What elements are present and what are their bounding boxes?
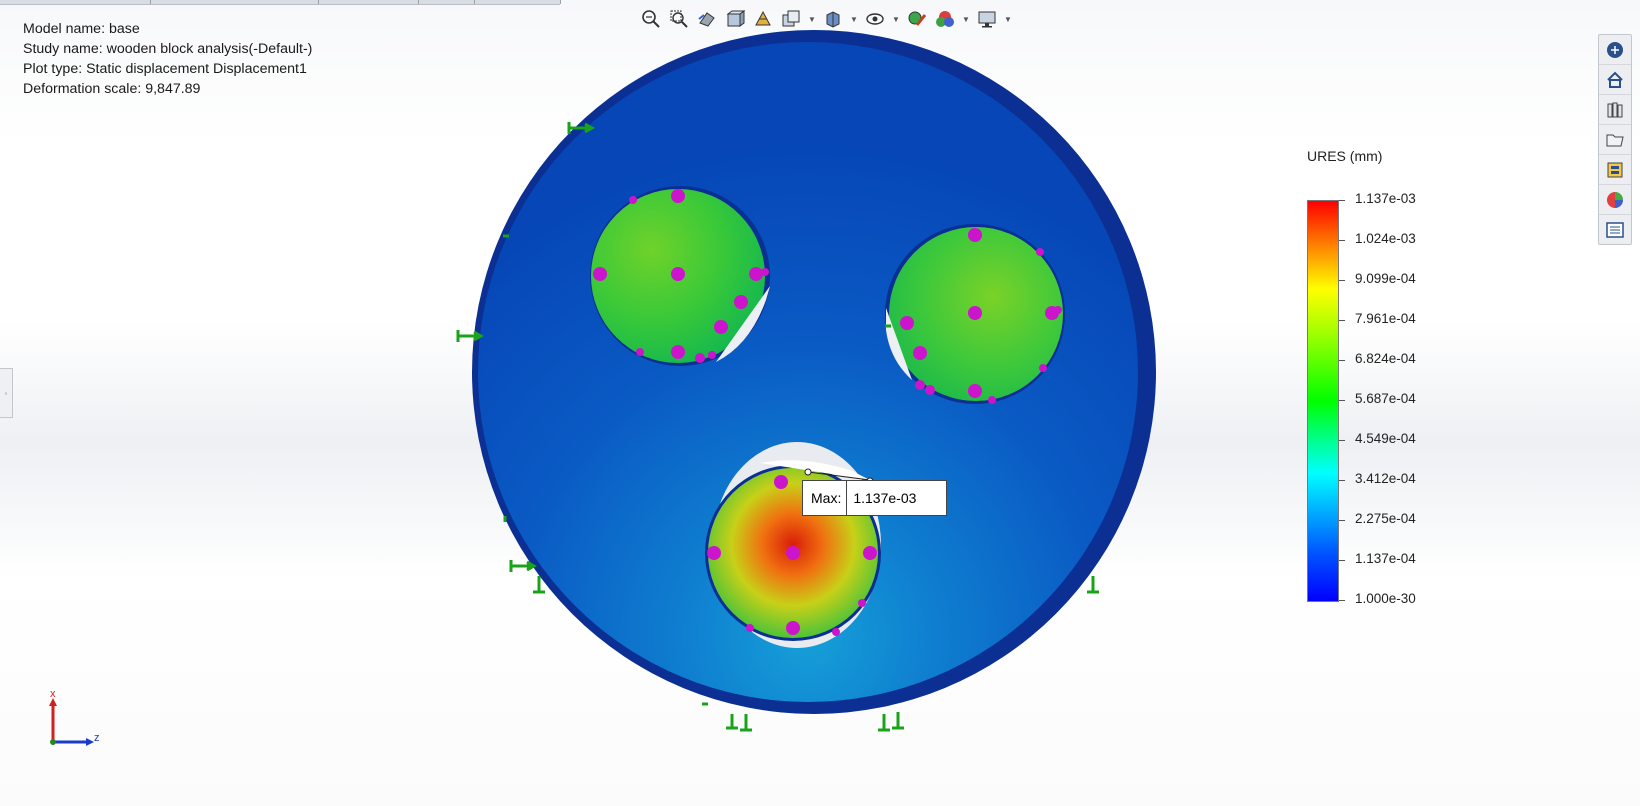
legend-tick	[1339, 560, 1345, 561]
heads-up-toolbar: ▼ ▼ ▼ ▼ ▼	[640, 7, 1012, 31]
display-style-icon[interactable]	[822, 8, 844, 30]
plot-info: Model name: base Study name: wooden bloc…	[23, 19, 312, 99]
appearances-scenes-icon[interactable]	[1599, 185, 1631, 215]
legend-value: 1.137e-04	[1355, 551, 1416, 566]
legend-tick	[1339, 440, 1345, 441]
tab[interactable]	[318, 0, 419, 4]
tab[interactable]	[474, 0, 561, 4]
view-settings-dropdown-icon[interactable]: ▼	[1004, 14, 1012, 24]
legend-value: 3.412e-04	[1355, 471, 1416, 486]
legend-value: 7.961e-04	[1355, 311, 1416, 326]
plot-type: Plot type: Static displacement Displacem…	[23, 61, 307, 77]
max-annotation[interactable]: Max: 1.137e-03	[802, 480, 948, 516]
legend-tick	[1339, 200, 1345, 201]
legend-tick	[1339, 480, 1345, 481]
legend-value: 2.275e-04	[1355, 511, 1416, 526]
legend-value: 9.099e-04	[1355, 271, 1416, 286]
load-points	[593, 189, 1062, 636]
fixture-symbols	[456, 122, 1099, 732]
home-icon[interactable]	[1599, 65, 1631, 95]
coordinate-triad	[49, 698, 94, 746]
apply-scene-icon[interactable]	[934, 8, 956, 30]
legend-value: 4.549e-04	[1355, 431, 1416, 446]
model-name: Model name: base	[23, 21, 140, 37]
apply-scene-dropdown-icon[interactable]: ▼	[962, 14, 970, 24]
view-settings-icon[interactable]	[976, 8, 998, 30]
legend-tick	[1339, 600, 1345, 601]
hide-show-dropdown-icon[interactable]: ▼	[892, 14, 900, 24]
study-name: Study name: wooden block analysis(-Defau…	[23, 41, 313, 57]
legend-value: 1.137e-03	[1355, 191, 1416, 206]
max-annotation-value: 1.137e-03	[853, 490, 917, 506]
tab[interactable]	[418, 0, 475, 4]
legend-tick	[1339, 400, 1345, 401]
zoom-to-area-icon[interactable]	[668, 8, 690, 30]
triad-z-label: z	[94, 732, 100, 744]
legend-tick	[1339, 360, 1345, 361]
legend-value: 6.824e-04	[1355, 351, 1416, 366]
section-view-icon[interactable]	[724, 8, 746, 30]
legend-value: 5.687e-04	[1355, 391, 1416, 406]
custom-properties-icon[interactable]	[1599, 215, 1631, 244]
previous-view-icon[interactable]	[696, 8, 718, 30]
view-orientation-icon[interactable]	[780, 8, 802, 30]
max-annotation-label: Max:	[803, 481, 848, 515]
legend-tick	[1339, 280, 1345, 281]
legend-title: URES (mm)	[1307, 148, 1383, 164]
legend-tick	[1339, 320, 1345, 321]
legend-value: 1.000e-30	[1355, 591, 1416, 606]
task-pane-tabs	[1598, 34, 1632, 245]
tab[interactable]	[150, 0, 319, 4]
document-tab-strip	[0, 0, 561, 5]
legend-color-bar	[1307, 200, 1339, 602]
legend-value: 1.024e-03	[1355, 231, 1416, 246]
file-explorer-icon[interactable]	[1599, 125, 1631, 155]
deformation-scale: Deformation scale: 9,847.89	[23, 81, 201, 97]
view-palette-icon[interactable]	[1599, 155, 1631, 185]
dynamic-annotation-icon[interactable]	[752, 8, 774, 30]
display-style-dropdown-icon[interactable]: ▼	[850, 14, 858, 24]
design-library-icon[interactable]	[1599, 95, 1631, 125]
legend-tick	[1339, 520, 1345, 521]
triad-x-label: x	[50, 688, 56, 700]
tab[interactable]	[0, 0, 151, 4]
legend-tick	[1339, 240, 1345, 241]
panel-collapse-handle[interactable]: ◦	[0, 368, 13, 418]
edit-appearance-icon[interactable]	[906, 8, 928, 30]
solidworks-resources-icon[interactable]	[1599, 35, 1631, 65]
view-orientation-dropdown-icon[interactable]: ▼	[808, 14, 816, 24]
zoom-to-fit-icon[interactable]	[640, 8, 662, 30]
hide-show-items-icon[interactable]	[864, 8, 886, 30]
